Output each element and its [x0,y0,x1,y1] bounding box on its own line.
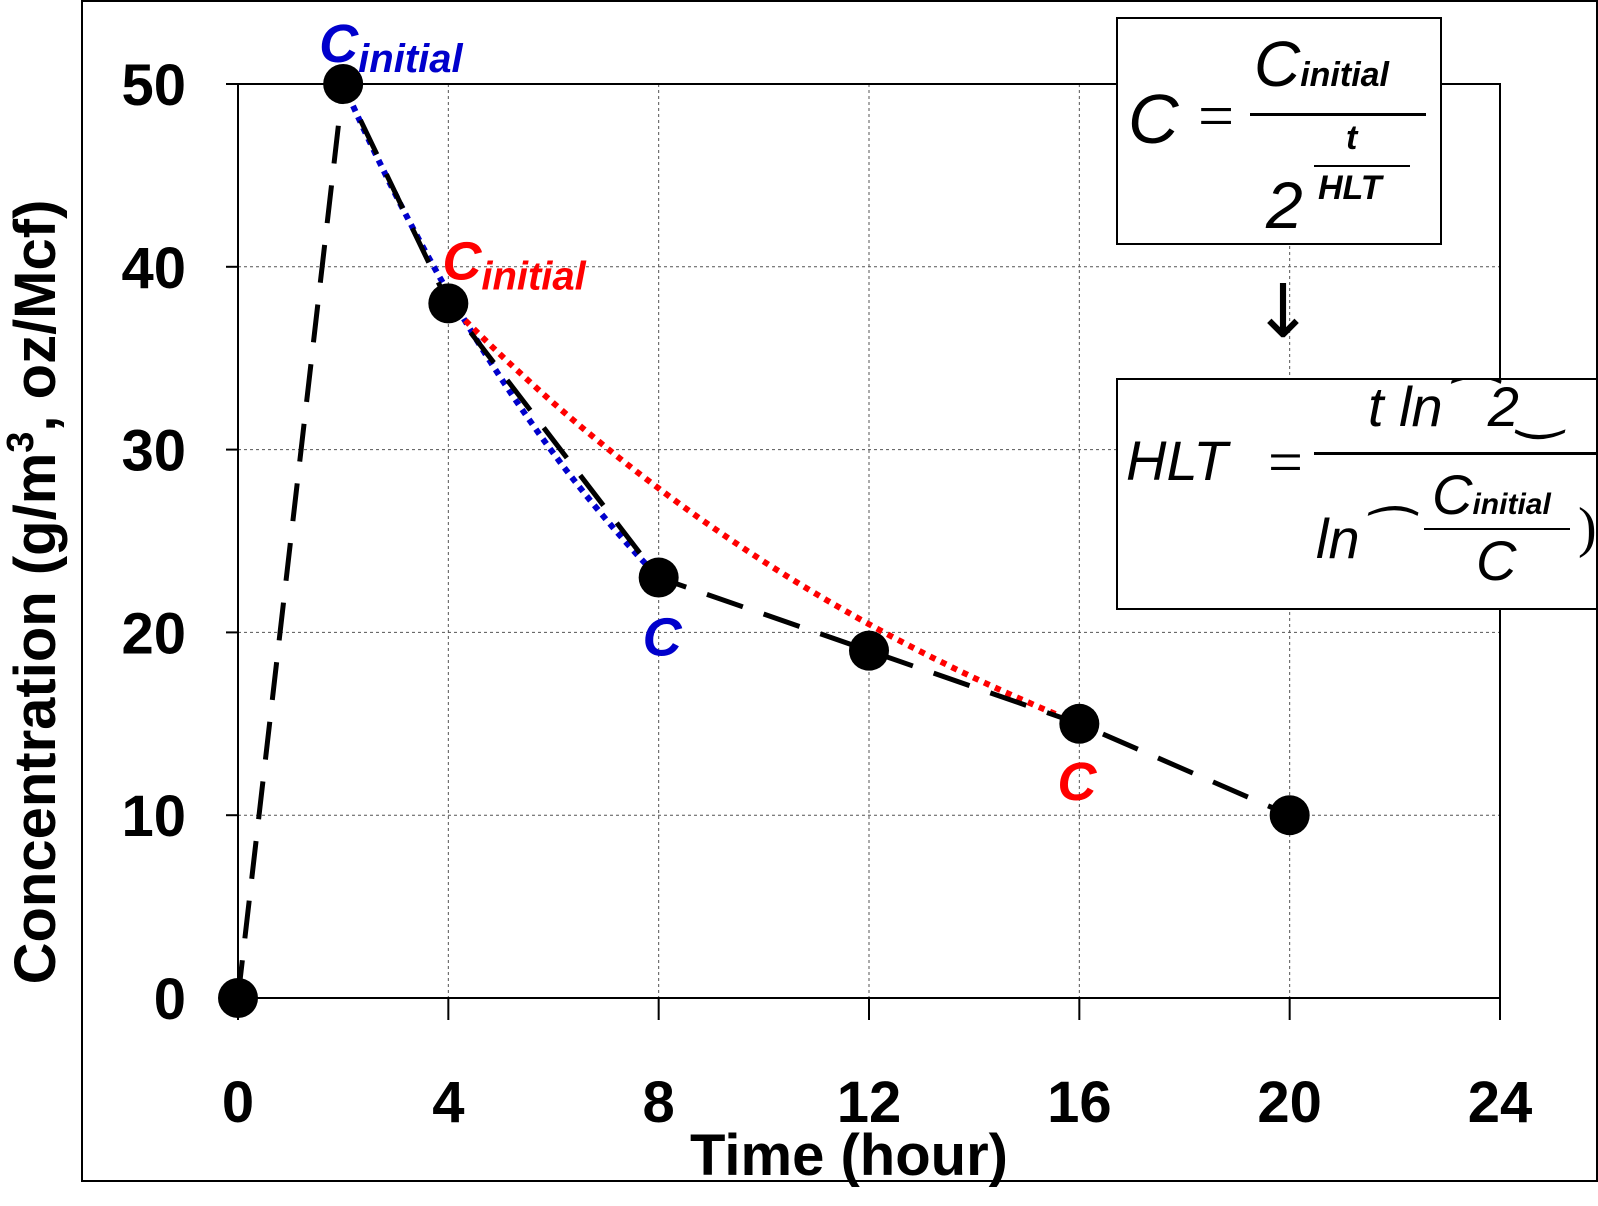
formula2-equals: = [1268,429,1303,497]
annotation-main: C [442,231,482,291]
formula-box-decay: C = Cinitial t 2 HLT [1116,17,1442,245]
formula2-lhs: HLT [1126,429,1228,492]
decay-curve [446,301,1081,727]
formula2-fraction-bar [1314,452,1596,455]
annotation-subscript: initial [481,254,586,298]
x-tick-label: 12 [837,1070,902,1135]
data-point [849,630,889,671]
y-tick-label: 50 [121,53,186,118]
x-tick-label: 4 [432,1070,464,1135]
formula1-exp-bar [1314,165,1410,167]
data-points [218,64,1310,1018]
annotation-label: C [1057,752,1097,812]
x-tick-label: 16 [1047,1070,1112,1135]
y-axis-label-part2: , oz/Mcf) [3,200,68,432]
formula1-fraction-bar [1250,113,1426,116]
x-tick-label: 8 [643,1070,675,1135]
formula1-numerator-main: C [1254,28,1301,100]
y-tick-label: 0 [154,967,186,1032]
formula1-exp-numerator: t [1346,119,1358,157]
y-tick-label: 20 [121,601,186,666]
annotation-main: C [1057,752,1097,812]
annotation-label: Cinitial [319,14,463,81]
y-tick-labels: 0 10 20 30 40 50 [121,53,238,1032]
x-tick-labels: 0 4 8 12 16 20 24 [222,998,1532,1135]
formula2-close-paren: ) [1578,497,1597,559]
y-tick-label: 10 [121,784,186,849]
x-tick-label: 20 [1257,1070,1322,1135]
formula-box-hlt: HLT = t ln⁀2‿ ln⁀ Cinitial C ) [1116,378,1598,610]
data-point [428,283,469,324]
formula2-denominator-ln: ln⁀ [1316,507,1405,570]
formula2-inner-bar [1424,528,1570,530]
formula2-numerator: t ln⁀2‿ [1368,378,1564,438]
formula1-base: 2 [1266,168,1303,242]
formula1-lhs: C [1128,80,1179,158]
data-point [638,557,679,598]
data-point [1059,703,1100,744]
annotation-main: C [643,608,683,668]
y-axis-label-part1: Concentration (g/m [3,453,68,985]
y-axis-label-superscript: 3 [0,432,42,453]
decay-curves [340,82,1081,727]
x-tick-label: 0 [222,1070,254,1135]
formula2-denominator-denominator: C [1476,529,1517,592]
decay-curve [340,82,661,580]
down-arrow: ↓ [1252,269,1315,355]
formula1-exp-denominator: HLT [1318,169,1382,207]
y-tick-label: 30 [121,419,186,484]
annotation-subscript: initial [358,37,463,81]
annotation-main: C [319,14,359,74]
annotation-label: Cinitial [442,231,586,298]
data-point [218,978,258,1018]
annotation-label: C [643,608,683,668]
data-point [323,64,364,104]
formula2-den-num-sub: initial [1472,488,1551,521]
x-tick-label: 24 [1468,1070,1533,1135]
data-point [1269,795,1310,836]
y-tick-label: 40 [121,236,186,301]
formula2-den-num-main: C [1432,463,1473,526]
formula1-numerator: Cinitial [1254,27,1389,101]
formula1-numerator-sub: initial [1300,56,1390,94]
formula1-equals: = [1198,80,1235,151]
formula2-denominator-numerator: Cinitial [1432,462,1551,527]
y-axis-label: Concentration (g/m3, oz/Mcf) [0,200,68,985]
x-axis-label: Time (hour) [690,1123,1008,1188]
